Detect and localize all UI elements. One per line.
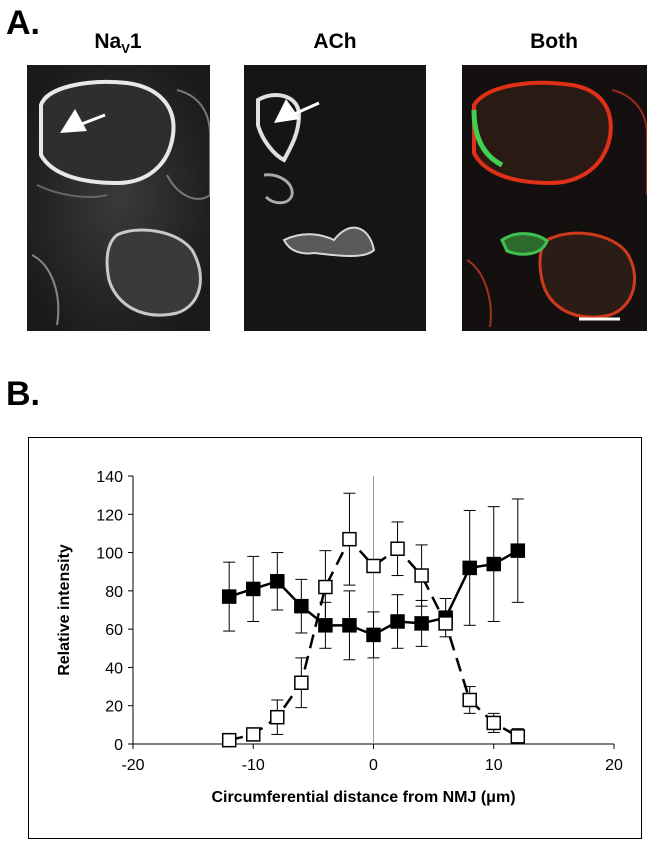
x-axis-label: Circumferential distance from NMJ (μm) [211,789,515,806]
data-point [342,618,357,633]
data-point [366,558,381,574]
data-point [510,729,526,744]
nav1-title-main: Na [94,30,122,53]
y-tick-label: 120 [96,507,123,524]
data-point [486,715,501,731]
data-point [486,556,501,572]
panel-a-label: A. [6,4,40,42]
series-filled-squares [221,498,526,661]
y-tick-label: 100 [96,546,123,563]
arrow-icon [274,99,300,123]
x-tick-label: -20 [121,757,144,774]
nav1-title: NaV1 [28,30,208,56]
data-point [414,616,429,631]
data-point [342,531,357,547]
x-tick-label: 0 [369,757,378,774]
data-point [270,709,285,725]
data-point [294,675,309,690]
data-point [390,614,405,629]
data-point [390,541,405,556]
data-point [438,616,453,631]
chart-frame: 0 20 40 60 80 100 120 140 -20 -10 0 10 20 Relative … [28,437,642,839]
data-point [270,574,285,589]
data-point [246,727,261,742]
data-point [462,560,477,576]
nav1-title-subscript: V [121,41,130,57]
ach-micrograph [244,65,426,331]
series-layer [221,492,526,748]
intensity-chart: 0 20 40 60 80 100 120 140 -20 -10 0 10 20 Relative … [56,469,623,806]
data-point [246,581,261,597]
nav1-title-suffix: 1 [129,30,142,53]
y-tick-label: 40 [105,660,123,677]
y-tick-label: 20 [105,699,123,716]
data-point [221,732,237,748]
both-title: Both [530,30,578,53]
y-tick-label: 80 [105,584,123,601]
y-tick-label: 60 [105,622,123,639]
data-point [294,598,309,614]
data-point [462,692,477,708]
x-tick-labels: -20 -10 0 10 20 [121,744,623,774]
data-point [318,579,333,595]
x-tick-label: 10 [485,757,503,774]
data-point [510,543,526,558]
x-tick-label: -10 [242,757,265,774]
data-point [221,589,237,604]
ach-title: ACh [313,30,357,53]
y-tick-label: 140 [96,469,123,486]
nav1-micrograph [27,65,210,331]
merged-micrograph [462,65,647,331]
y-tick-label: 0 [114,737,123,754]
arrow-icon [60,109,87,133]
y-axis-label: Relative intensity [56,544,73,676]
data-point [366,627,381,643]
x-tick-label: 20 [605,757,623,774]
data-point [414,568,429,583]
series-open-squares [221,492,526,748]
panel-b-label: B. [6,375,40,413]
y-tick-labels: 0 20 40 60 80 100 120 140 [96,469,133,754]
